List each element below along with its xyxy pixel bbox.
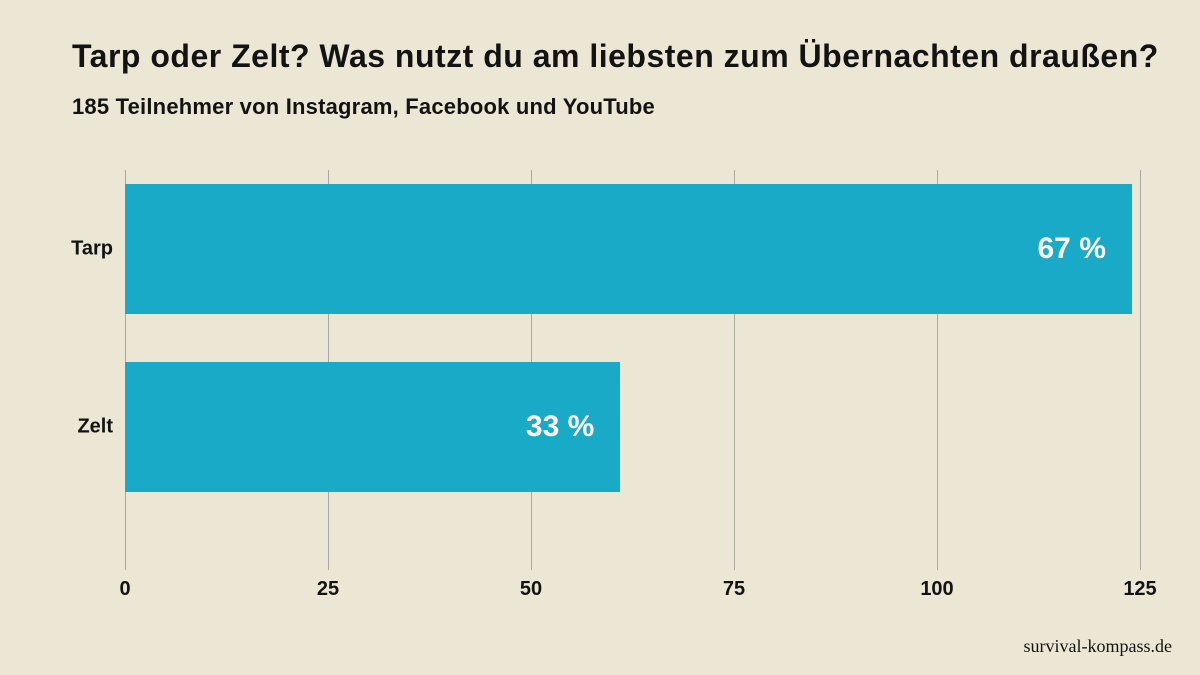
y-category-label: Zelt — [63, 416, 113, 439]
plot-area: 0255075100125Tarp67 %Zelt33 % — [125, 170, 1140, 570]
bar-value-label: 33 % — [526, 410, 594, 444]
x-tick-label: 25 — [317, 578, 339, 601]
x-tick-label: 75 — [723, 578, 745, 601]
chart-title: Tarp oder Zelt? Was nutzt du am liebsten… — [72, 38, 1159, 75]
x-tick-label: 125 — [1123, 578, 1156, 601]
bar: 67 % — [125, 184, 1132, 314]
source-attribution: survival-kompass.de — [1024, 636, 1172, 657]
gridline — [1140, 170, 1141, 570]
chart-subtitle: 185 Teilnehmer von Instagram, Facebook u… — [72, 94, 655, 120]
x-tick-label: 0 — [119, 578, 130, 601]
bar: 33 % — [125, 362, 620, 492]
bar-value-label: 67 % — [1037, 232, 1105, 266]
x-tick-label: 100 — [920, 578, 953, 601]
x-tick-label: 50 — [520, 578, 542, 601]
y-category-label: Tarp — [63, 238, 113, 261]
chart-canvas: Tarp oder Zelt? Was nutzt du am liebsten… — [0, 0, 1200, 675]
